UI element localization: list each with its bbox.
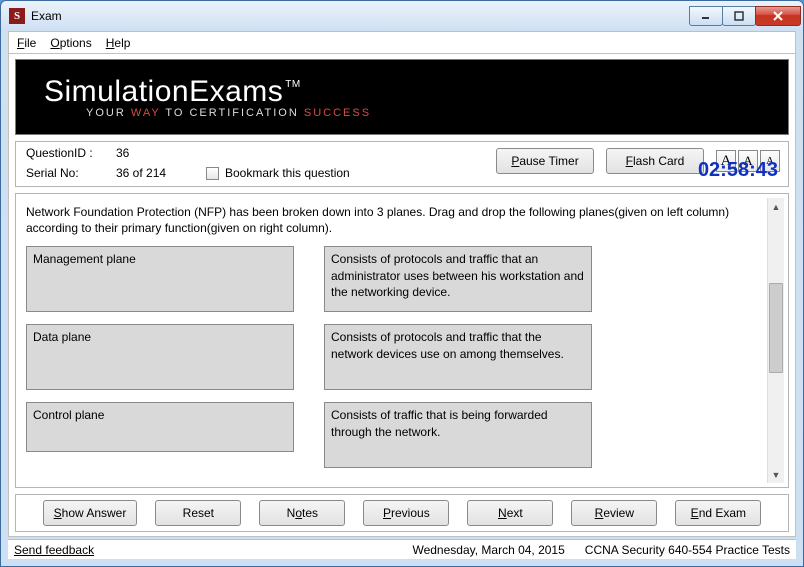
drag-row: Management plane Consists of protocols a… [26,246,761,312]
drop-target[interactable]: Consists of protocols and traffic that a… [324,246,592,312]
client-area: SimulationExams TM YOUR WAY TO CERTIFICA… [8,53,796,537]
status-title: CCNA Security 640-554 Practice Tests [585,543,790,557]
bookmark-label: Bookmark this question [225,166,350,180]
scroll-up-icon[interactable]: ▲ [768,198,784,215]
scroll-thumb[interactable] [769,283,783,373]
scroll-track[interactable] [768,215,784,466]
end-exam-button[interactable]: End Exam [675,500,761,526]
pause-timer-button[interactable]: Pause Timer [496,148,594,174]
menubar: File Options Help [8,31,796,53]
brand-name: SimulationExams TM [44,75,788,109]
titlebar: S Exam [1,1,803,31]
menu-options[interactable]: Options [50,36,91,50]
window-controls [690,6,801,26]
maximize-icon [734,11,744,21]
drop-target[interactable]: Consists of protocols and traffic that t… [324,324,592,390]
action-bar: Show Answer Reset Notes Previous Next Re… [15,494,789,532]
drag-source[interactable]: Data plane [26,324,294,390]
tag-mid: TO CERTIFICATION [160,107,303,119]
minimize-icon [701,11,711,21]
minimize-button[interactable] [689,6,723,26]
info-panel: QuestionID : 36 Serial No: 36 of 214 Boo… [15,141,789,187]
tag-pre: YOUR [86,107,131,119]
send-feedback-link[interactable]: Send feedback [14,543,94,557]
questionid-label: QuestionID : [26,146,116,160]
review-button[interactable]: Review [571,500,657,526]
close-button[interactable] [755,6,801,26]
show-answer-button[interactable]: Show Answer [43,500,138,526]
previous-button[interactable]: Previous [363,500,449,526]
drag-source[interactable]: Management plane [26,246,294,312]
question-panel: Network Foundation Protection (NFP) has … [15,193,789,488]
app-window: S Exam File Options Help SimulationExams… [0,0,804,567]
status-bar: Send feedback Wednesday, March 04, 2015 … [8,539,796,559]
drag-source[interactable]: Control plane [26,402,294,452]
brand-tagline: YOUR WAY TO CERTIFICATION SUCCESS [86,107,788,119]
questionid-value: 36 [116,146,206,160]
menu-file[interactable]: File [17,36,36,50]
brand-banner: SimulationExams TM YOUR WAY TO CERTIFICA… [15,59,789,135]
window-title: Exam [31,9,62,23]
question-scroll-area: Network Foundation Protection (NFP) has … [20,198,767,483]
close-icon [772,11,784,21]
drop-target[interactable]: Consists of traffic that is being forwar… [324,402,592,468]
bookmark-checkbox[interactable] [206,167,219,180]
notes-button[interactable]: Notes [259,500,345,526]
app-icon: S [9,8,25,24]
serialno-label: Serial No: [26,166,116,180]
tag-way: WAY [131,107,161,119]
reset-button[interactable]: Reset [155,500,241,526]
drag-row: Data plane Consists of protocols and tra… [26,324,761,390]
tag-success: SUCCESS [304,107,371,119]
question-text: Network Foundation Protection (NFP) has … [26,204,761,236]
flash-card-button[interactable]: Flash Card [606,148,704,174]
status-date: Wednesday, March 04, 2015 [412,543,564,557]
drag-row: Control plane Consists of traffic that i… [26,402,761,468]
brand-tm: TM [285,79,300,90]
scroll-down-icon[interactable]: ▼ [768,466,784,483]
maximize-button[interactable] [722,6,756,26]
menu-help[interactable]: Help [106,36,131,50]
brand-name-text: SimulationExams [44,75,283,109]
vertical-scrollbar[interactable]: ▲ ▼ [767,198,784,483]
serialno-value: 36 of 214 [116,166,206,180]
timer-display: 02:58:43 [698,159,778,182]
next-button[interactable]: Next [467,500,553,526]
